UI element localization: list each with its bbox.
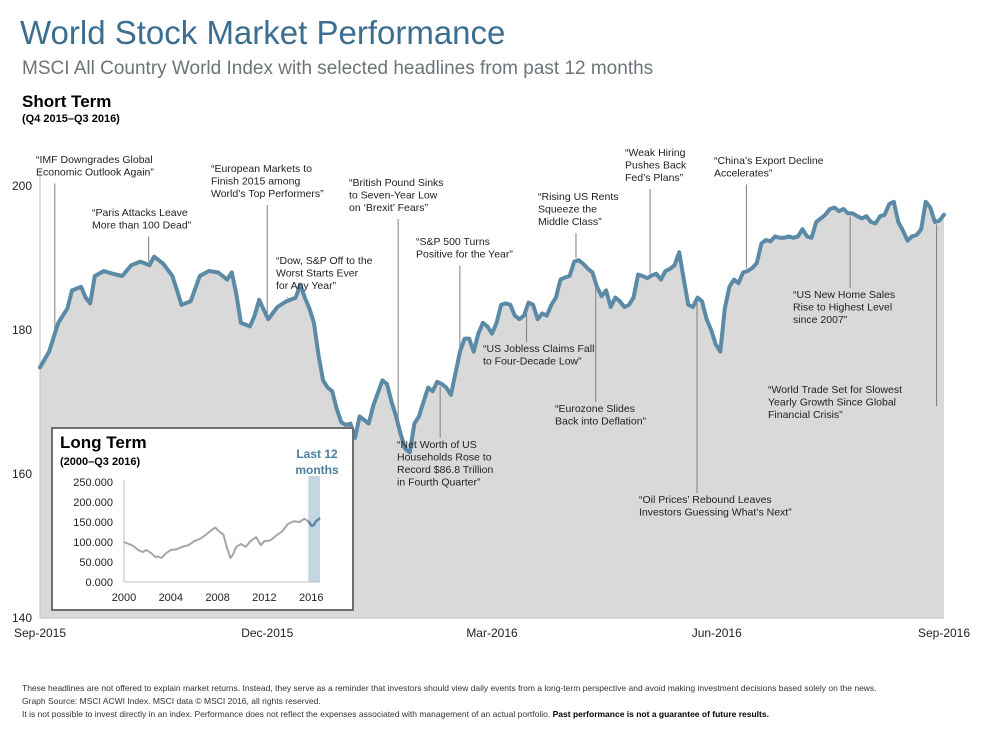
short-term-y-tick-label: 160 (12, 467, 32, 481)
short-term-y-tick-label: 200 (12, 179, 32, 193)
short-term-x-tick-label: Sep-2016 (918, 626, 970, 640)
headline-text-line: Worst Starts Ever (276, 268, 359, 280)
footer-note-text: It is not possible to invest directly in… (22, 709, 551, 719)
headline-text-line: on ‘Brexit’ Fears” (349, 202, 428, 214)
headline-text-line: Record $86.8 Trillion (397, 464, 493, 476)
long-term-y-tick-label: 200.000 (73, 497, 113, 509)
long-term-x-tick-label: 2012 (252, 592, 276, 604)
headline-text-line: “British Pound Sinks (349, 177, 444, 189)
headline-text-line: Rise to Highest Level (793, 302, 892, 314)
headline-text-line: Middle Class” (538, 216, 602, 228)
headline-text-line: to Four-Decade Low” (483, 356, 582, 368)
headline-text-line: Squeeze the (538, 204, 597, 216)
headline-text-line: “World Trade Set for Slowest (768, 384, 902, 396)
headline-text-line: Yearly Growth Since Global (768, 397, 896, 409)
long-term-y-tick-label: 100.000 (73, 537, 113, 549)
long-term-x-tick-label: 2008 (205, 592, 229, 604)
last-12-months-label: Last 12 months (289, 446, 345, 478)
headline-text-line: “Eurozone Slides (555, 403, 635, 415)
long-term-y-tick-label: 150.000 (73, 517, 113, 529)
short-term-title: Short Term (22, 92, 112, 111)
short-term-x-tick-label: Mar-2016 (466, 626, 518, 640)
footer-disclaimer: These headlines are not offered to expla… (22, 683, 877, 693)
page-subtitle: MSCI All Country World Index with select… (22, 58, 654, 79)
page-title: World Stock Market Performance (20, 14, 506, 51)
footer-note-bold: Past performance is not a guarantee of f… (552, 709, 769, 719)
headline-text-line: in Fourth Quarter” (397, 477, 481, 489)
headline-text-line: Back into Deflation” (555, 416, 647, 428)
headline-text-line: “Weak Hiring (625, 147, 686, 159)
short-term-x-tick-label: Sep-2015 (14, 626, 66, 640)
long-term-y-tick-label: 250.000 (73, 477, 113, 489)
short-term-y-tick-label: 140 (12, 611, 32, 625)
headline-text-line: Positive for the Year” (416, 249, 513, 261)
headline-text-line: “Dow, S&P Off to the (276, 255, 373, 267)
headline-text-line: since 2007” (793, 314, 848, 326)
headline-text-line: “US New Home Sales (793, 289, 895, 301)
headline-text-line: Investors Guessing What’s Next” (639, 507, 792, 519)
last-12-label-line2: months (295, 463, 339, 477)
long-term-last-12-line (307, 517, 321, 528)
headline-text-line: “Oil Prices’ Rebound Leaves (639, 494, 772, 506)
long-term-series-line (123, 517, 309, 559)
headline-text-line: to Seven-Year Low (349, 190, 438, 202)
headline-text-line: “Paris Attacks Leave (92, 207, 188, 219)
headline-text-line: Pushes Back (625, 160, 687, 172)
headline-text-line: “European Markets to (211, 163, 312, 175)
long-term-title: Long Term (60, 433, 147, 452)
headline-text-line: More than 100 Dead” (92, 220, 192, 232)
short-term-x-tick-label: Jun-2016 (692, 626, 742, 640)
last-12-months-highlight (308, 476, 320, 582)
headline-text-line: Financial Crisis” (768, 409, 843, 421)
headline-text-line: World’s Top Performers” (211, 188, 324, 200)
headline-text-line: Economic Outlook Again” (36, 167, 154, 179)
headline-text-line: “US Jobless Claims Fall (483, 343, 594, 355)
short-term-x-tick-label: Dec-2015 (241, 626, 293, 640)
footer-source: Graph Source: MSCI ACWI Index. MSCI data… (22, 696, 321, 706)
long-term-x-tick-label: 2004 (159, 592, 183, 604)
last-12-label-line1: Last 12 (296, 447, 338, 461)
long-term-y-tick-label: 50.000 (79, 557, 113, 569)
short-term-series-line (38, 199, 946, 455)
headline-text-line: Fed’s Plans” (625, 172, 684, 184)
headline-text-line: “Net Worth of US (397, 439, 477, 451)
short-term-range: (Q4 2015–Q3 2016) (22, 113, 120, 125)
headline-text-line: “Rising US Rents (538, 191, 619, 203)
headline-text-line: Accelerates” (714, 168, 773, 180)
headline-text-line: Households Rose to (397, 452, 492, 464)
long-term-chart: 0.000 50.000 100.000 150.000 200.000 250.000 2… (73, 476, 323, 604)
headline-text-line: “S&P 500 Turns (416, 236, 490, 248)
headline-text-line: “China’s Export Decline (714, 155, 824, 167)
footer-note: It is not possible to invest directly in… (22, 709, 769, 719)
headline-leader-line (936, 224, 938, 406)
long-term-range: (2000–Q3 2016) (60, 456, 141, 468)
long-term-x-tick-label: 2000 (112, 592, 136, 604)
long-term-inset: 0.000 50.000 100.000 150.000 200.000 250.000 2… (51, 427, 354, 611)
headline-text-line: “IMF Downgrades Global (36, 154, 153, 166)
headline-text-line: Finish 2015 among (211, 176, 300, 188)
long-term-y-tick-label: 0.000 (85, 577, 113, 589)
long-term-x-tick-label: 2016 (299, 592, 323, 604)
headline-text-line: for Any Year” (276, 280, 337, 292)
short-term-y-tick-label: 180 (12, 323, 32, 337)
